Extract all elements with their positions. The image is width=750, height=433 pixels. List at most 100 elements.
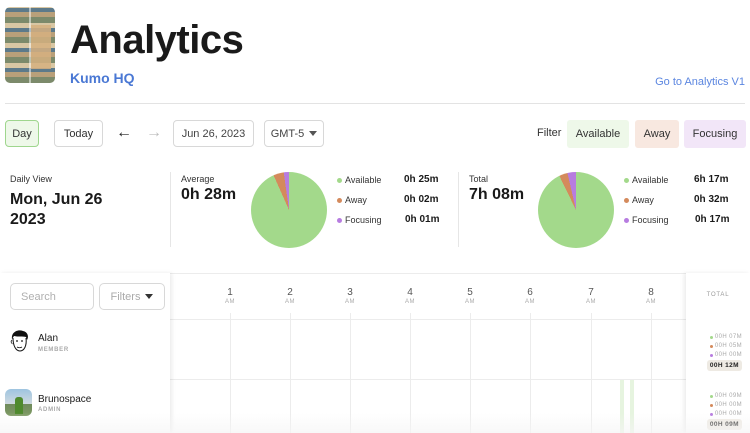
available-dot-icon <box>337 177 342 183</box>
chevron-down-icon <box>309 131 318 136</box>
total-header: TOTAL <box>706 292 730 298</box>
hour-gridline <box>230 313 231 433</box>
filter-chip-focusing[interactable]: Focusing <box>684 120 746 148</box>
legend-label: Away <box>632 195 654 205</box>
hour-label: 7 AM <box>586 287 596 305</box>
search-input[interactable] <box>10 283 94 310</box>
hour-gridline <box>350 313 351 433</box>
user-available-time: 00H 09M <box>709 393 742 399</box>
user-name[interactable]: Alan <box>38 333 59 344</box>
legend-away: Away <box>624 195 654 205</box>
focusing-dot-icon <box>624 217 629 223</box>
hour-label: 5 AM <box>465 287 475 305</box>
user-face-icon <box>10 330 28 352</box>
legend-label: Away <box>345 195 367 205</box>
hour-label: 3 AM <box>345 287 355 305</box>
legend-label: Focusing <box>632 215 669 225</box>
hour-gridline <box>651 313 652 433</box>
workspace-name: Kumo HQ <box>70 70 135 86</box>
total-pie-chart <box>538 172 614 248</box>
filters-dropdown[interactable]: Filters <box>99 283 165 310</box>
filter-chip-available[interactable]: Available <box>567 120 629 148</box>
away-dot-icon <box>337 197 342 203</box>
hour-label: 4 AM <box>405 287 415 305</box>
average-available-value: 0h 25m <box>404 174 439 185</box>
focusing-dot-icon <box>709 412 713 416</box>
activity-bar-available <box>620 380 624 433</box>
divider <box>170 172 171 247</box>
available-dot-icon <box>709 394 713 398</box>
focusing-dot-icon <box>337 217 342 223</box>
daily-date-line1: Mon, Jun 26 <box>10 191 103 208</box>
average-focusing-value: 0h 01m <box>405 214 440 225</box>
divider <box>0 273 750 274</box>
legend-away: Away <box>337 195 367 205</box>
row-divider <box>0 319 750 320</box>
legend-focusing: Focusing <box>624 215 669 225</box>
focusing-dot-icon <box>709 353 713 357</box>
total-column <box>686 273 750 433</box>
hour-label: 2 AM <box>285 287 295 305</box>
average-value: 0h 28m <box>181 186 237 203</box>
total-available-value: 6h 17m <box>694 174 729 185</box>
daily-date: Mon, Jun 26 2023 <box>10 190 150 230</box>
average-away-value: 0h 02m <box>404 194 439 205</box>
user-focusing-time: 00H 00M <box>709 352 742 358</box>
user-away-time: 00H 05M <box>709 343 742 349</box>
hour-gridline <box>591 313 592 433</box>
user-available-time: 00H 07M <box>709 334 742 340</box>
legend-label: Available <box>345 175 382 185</box>
timezone-select[interactable]: GMT-5 <box>264 120 324 147</box>
user-role: ADMIN <box>38 407 62 413</box>
previous-day-arrow-icon[interactable]: ← <box>116 124 132 141</box>
legend-label: Focusing <box>345 215 382 225</box>
legend-focusing: Focusing <box>337 215 382 225</box>
hour-label: 1 AM <box>225 287 235 305</box>
hour-gridline <box>530 313 531 433</box>
daily-date-line2: 2023 <box>10 211 46 228</box>
user-total-badge: 00H 12M <box>706 360 742 371</box>
date-picker[interactable]: Jun 26, 2023 <box>173 120 254 147</box>
timezone-value: GMT-5 <box>270 127 305 140</box>
away-dot-icon <box>709 403 713 407</box>
legend-label: Available <box>632 175 669 185</box>
user-focusing-time: 00H 00M <box>709 411 742 417</box>
filter-chip-away[interactable]: Away <box>635 120 679 148</box>
available-dot-icon <box>709 335 713 339</box>
workspace-thumbnail <box>5 7 55 83</box>
total-away-value: 0h 32m <box>694 194 729 205</box>
avatar <box>5 389 32 416</box>
user-role: MEMBER <box>38 347 69 353</box>
total-focusing-value: 0h 17m <box>695 214 730 225</box>
chevron-down-icon <box>145 294 154 299</box>
average-pie-chart <box>251 172 327 248</box>
user-away-time: 00H 00M <box>709 402 742 408</box>
divider <box>458 172 459 247</box>
away-dot-icon <box>624 197 629 203</box>
divider <box>5 103 745 104</box>
hour-gridline <box>410 313 411 433</box>
legend-available: Available <box>624 175 668 185</box>
filters-label: Filters <box>110 290 141 303</box>
total-value: 7h 08m <box>469 186 525 203</box>
average-label: Average <box>181 174 215 184</box>
day-view-button[interactable]: Day <box>5 120 39 147</box>
activity-bar-available <box>630 380 634 433</box>
hour-label: 6 AM <box>525 287 535 305</box>
row-divider <box>0 379 750 380</box>
next-day-arrow-icon[interactable]: → <box>146 124 162 141</box>
user-total-badge: 00H 09M <box>706 419 742 430</box>
page-title: Analytics <box>70 18 244 62</box>
go-to-analytics-v1-link[interactable]: Go to Analytics V1 <box>655 76 745 88</box>
legend-available: Available <box>337 175 381 185</box>
hour-gridline <box>290 313 291 433</box>
total-label: Total <box>469 174 489 184</box>
available-dot-icon <box>624 177 629 183</box>
away-dot-icon <box>709 344 713 348</box>
daily-view-label: Daily View <box>10 174 52 184</box>
filter-label: Filter <box>537 127 562 139</box>
user-name[interactable]: Brunospace <box>38 394 92 405</box>
hour-label: 8 AM <box>646 287 656 305</box>
avatar <box>6 328 33 355</box>
today-button[interactable]: Today <box>54 120 103 147</box>
